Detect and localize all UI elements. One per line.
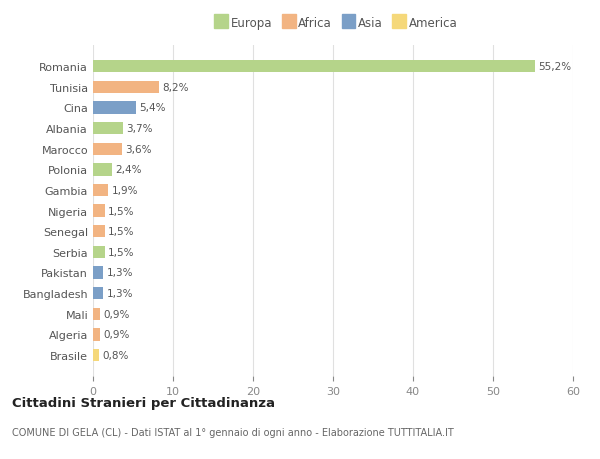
- Text: 5,4%: 5,4%: [139, 103, 166, 113]
- Text: 3,6%: 3,6%: [125, 145, 151, 154]
- Text: 0,9%: 0,9%: [103, 309, 130, 319]
- Text: 1,3%: 1,3%: [107, 288, 133, 298]
- Bar: [93, 164, 112, 176]
- Bar: [93, 123, 122, 135]
- Text: 2,4%: 2,4%: [115, 165, 142, 175]
- Text: 1,5%: 1,5%: [108, 206, 134, 216]
- Bar: [93, 246, 105, 258]
- Text: Cittadini Stranieri per Cittadinanza: Cittadini Stranieri per Cittadinanza: [12, 396, 275, 409]
- Bar: [93, 143, 122, 156]
- Text: 1,9%: 1,9%: [112, 185, 138, 196]
- Bar: [93, 287, 103, 300]
- Text: 0,9%: 0,9%: [103, 330, 130, 340]
- Bar: [93, 102, 136, 114]
- Text: 3,7%: 3,7%: [126, 124, 152, 134]
- Bar: [93, 267, 103, 279]
- Text: 55,2%: 55,2%: [538, 62, 571, 72]
- Text: 1,3%: 1,3%: [107, 268, 133, 278]
- Bar: [93, 308, 100, 320]
- Bar: [93, 185, 108, 197]
- Text: COMUNE DI GELA (CL) - Dati ISTAT al 1° gennaio di ogni anno - Elaborazione TUTTI: COMUNE DI GELA (CL) - Dati ISTAT al 1° g…: [12, 427, 454, 437]
- Bar: [93, 205, 105, 217]
- Bar: [93, 225, 105, 238]
- Bar: [93, 349, 100, 361]
- Bar: [93, 61, 535, 73]
- Text: 1,5%: 1,5%: [108, 227, 134, 237]
- Bar: [93, 82, 158, 94]
- Legend: Europa, Africa, Asia, America: Europa, Africa, Asia, America: [212, 15, 460, 33]
- Text: 1,5%: 1,5%: [108, 247, 134, 257]
- Text: 8,2%: 8,2%: [162, 83, 188, 93]
- Text: 0,8%: 0,8%: [103, 350, 129, 360]
- Bar: [93, 329, 100, 341]
